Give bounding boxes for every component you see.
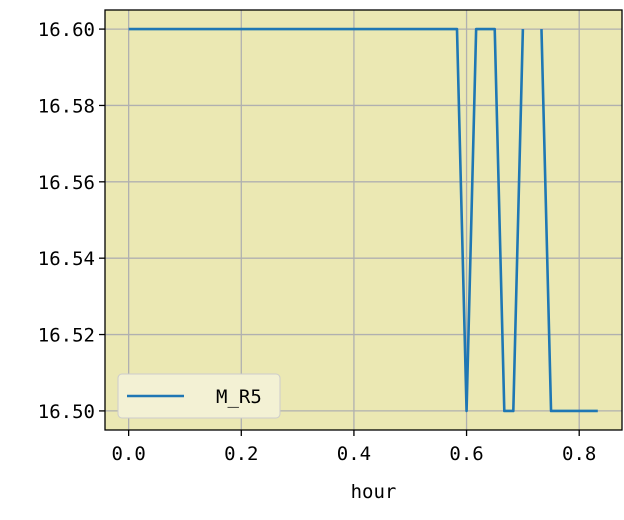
y-tick-label: 16.50: [38, 401, 95, 423]
y-tick-label: 16.52: [38, 325, 95, 347]
x-tick-label: 0.8: [562, 443, 596, 465]
x-tick-label: 0.4: [337, 443, 371, 465]
plot-area: [105, 10, 622, 430]
series-lines: [128, 27, 598, 413]
x-axis-label: hour: [351, 481, 397, 503]
series-line-m-r5: [540, 29, 598, 413]
legend: M_R5: [117, 373, 281, 419]
y-tick-label: 16.58: [38, 95, 95, 117]
legend-box: [117, 373, 281, 419]
y-tick-label: 16.54: [38, 248, 95, 270]
y-tick-label: 16.60: [38, 19, 95, 41]
series-line-m-r5: [128, 27, 525, 413]
y-tick-label: 16.56: [38, 172, 95, 194]
axis-ticks: 0.0 0.2 0.4 0.6 0.8 16.50 16.52 16.54 16.56 16.58…: [38, 19, 597, 465]
x-tick-label: 0.2: [224, 443, 258, 465]
plot-frame: [104, 9, 623, 431]
x-tick-label: 0.0: [111, 443, 145, 465]
legend-label-m-r5: M_R5: [216, 386, 262, 408]
x-tick-label: 0.6: [449, 443, 483, 465]
